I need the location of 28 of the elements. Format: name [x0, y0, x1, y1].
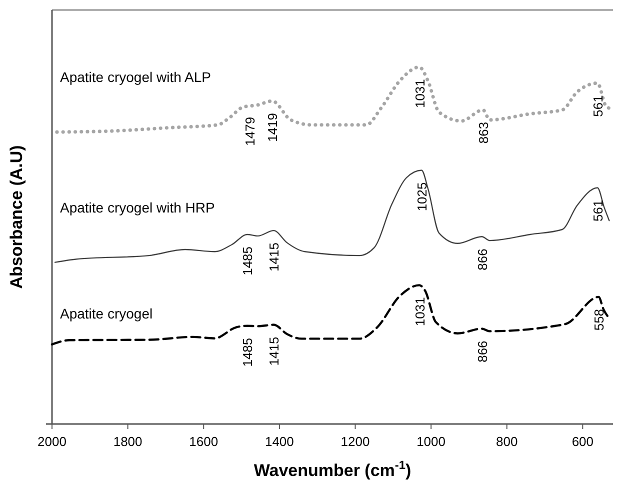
annotation: 1479	[242, 116, 258, 146]
x-tick-label: 1400	[264, 434, 294, 449]
annotation: 1031	[412, 79, 428, 108]
annotation: 561	[590, 95, 606, 117]
series-label: Apatite cryogel	[60, 305, 153, 322]
text: Apatite cryogel with ALP	[60, 69, 211, 86]
text: Apatite cryogel with HRP	[60, 199, 215, 216]
annotation: 1025	[414, 182, 430, 212]
annotation: 1415	[266, 336, 282, 366]
x-tick-label: 600	[572, 434, 594, 449]
x-tick-label: 1800	[113, 434, 142, 449]
x-tick-label: 2000	[38, 434, 66, 449]
x-tick-label: 1000	[416, 434, 446, 449]
x-tick-label: 1600	[189, 434, 218, 449]
x-tick-label: 1200	[340, 434, 370, 449]
y-axis-title: Absorbance (A.U)	[7, 145, 26, 289]
annotation: 863	[476, 122, 491, 144]
annotation: 1485	[240, 246, 256, 276]
annotation: 866	[474, 248, 490, 270]
annotation: 866	[474, 340, 490, 362]
annotation: 561	[590, 200, 606, 222]
annotation: 1485	[240, 338, 256, 367]
annotation: 1031	[412, 297, 428, 326]
annotation: 1415	[266, 242, 282, 272]
annotation: 558	[592, 308, 607, 331]
annotation: 1419	[265, 113, 280, 142]
x-tick-label: 800	[496, 434, 518, 449]
x-axis-title: Wavenumber (cm$^{-1}$)	[254, 458, 412, 480]
